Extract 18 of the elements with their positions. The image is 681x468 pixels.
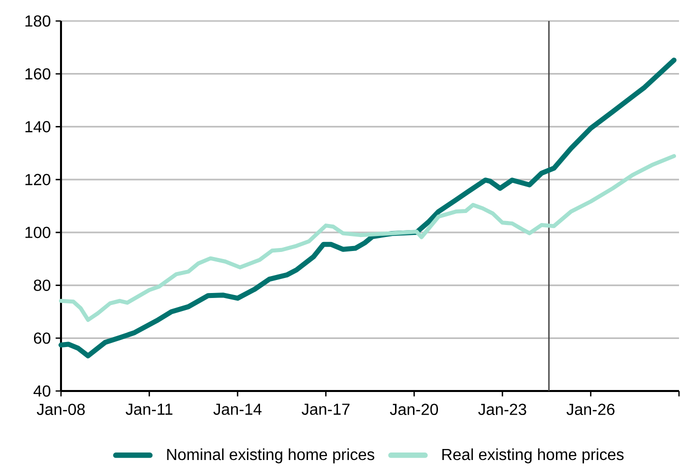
- x-tick-label: Jan-08: [36, 404, 85, 416]
- legend-label: Nominal existing home prices: [167, 448, 374, 464]
- x-tick-label: Jan-17: [302, 404, 350, 415]
- x-tick-label: Jan-11: [126, 404, 172, 415]
- line-series: [59, 154, 676, 322]
- x-tick-label: Jan-26: [566, 404, 614, 416]
- x-tick-label: Jan-14: [213, 404, 262, 415]
- y-tick-label: 140: [25, 121, 50, 132]
- legend-label: Real existing home prices: [442, 448, 624, 464]
- y-tick-label: 100: [25, 226, 50, 238]
- y-tick-label: 160: [25, 68, 50, 80]
- y-tick-label: 180: [25, 15, 50, 27]
- x-tick-label: Jan-23: [478, 404, 526, 416]
- x-tick-label: Jan-20: [390, 404, 438, 416]
- y-tick-label: 80: [34, 280, 50, 291]
- y-tick-label: 120: [25, 174, 50, 186]
- y-tick-label: 40: [34, 385, 50, 397]
- y-tick-label: 60: [34, 332, 50, 344]
